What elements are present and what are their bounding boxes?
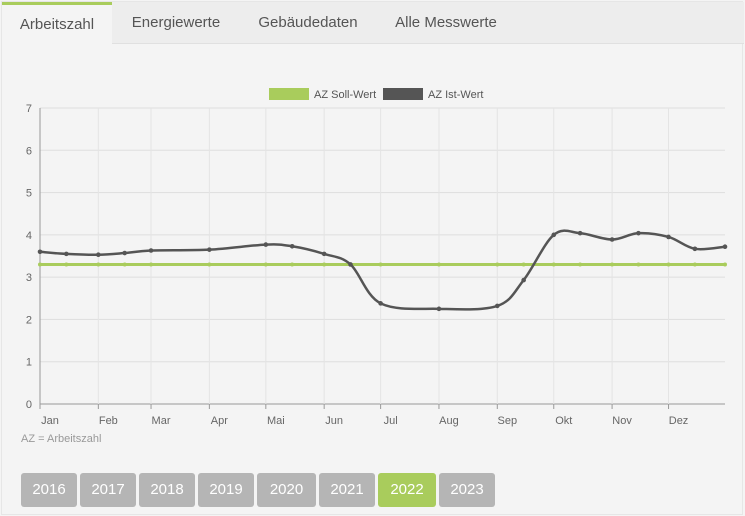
data-point-soll [551,262,556,267]
data-point-soll [263,262,268,267]
year-button-2016[interactable]: 2016 [21,473,77,507]
legend-label-ist: AZ Ist-Wert [428,89,483,101]
data-point-ist [321,251,327,257]
data-point-soll [290,262,295,267]
year-button-2020[interactable]: 2020 [257,473,316,507]
year-button-2021[interactable]: 2021 [319,473,375,507]
data-point-soll [207,262,212,267]
x-tick-label: Mai [267,415,285,427]
data-point-soll [378,262,383,267]
tab-arbeitszahl[interactable]: Arbeitszahl [2,2,112,44]
data-point-soll [436,262,441,267]
data-point-ist [378,301,383,306]
year-button-2017[interactable]: 2017 [80,473,136,507]
tab-energiewerte[interactable]: Energiewerte [131,14,221,31]
data-point-ist [692,246,698,252]
y-tick-label: 3 [26,272,32,284]
data-point-soll [64,262,69,267]
x-tick-label: Nov [612,415,632,427]
data-point-soll [495,262,500,267]
year-button-2019[interactable]: 2019 [198,473,254,507]
data-point-ist [609,237,615,242]
data-point-ist [636,230,641,236]
x-tick-label: Feb [99,415,118,427]
x-tick-label: Jul [384,415,398,427]
data-point-soll [96,262,101,267]
data-point-ist [64,251,69,257]
data-point-soll [723,262,727,267]
legend-swatch-ist [383,88,423,100]
tab-alle-messwerte[interactable]: Alle Messwerte [395,14,497,31]
y-tick-label: 5 [26,188,32,200]
data-point-ist [263,242,269,247]
tab-gebaeudedaten[interactable]: Gebäudedaten [258,14,358,31]
legend-label-soll: AZ Soll-Wert [314,89,376,101]
line-chart: 0 1 2 3 4 5 6 7 Jan Feb Mar Apr Mai Jun Jul Aug Sep Okt No… [26,88,728,427]
data-point-soll [578,262,583,267]
data-point-ist [722,244,728,249]
x-tick-label: Jun [325,415,343,427]
data-point-soll [521,262,526,267]
y-tick-label: 7 [26,103,32,115]
data-point-soll [666,262,671,267]
data-point-soll [122,262,127,267]
footnote: AZ = Arbeitszahl [21,433,102,445]
data-point-soll [636,262,641,267]
tab-bar: Arbeitszahl Energiewerte Gebäudedaten Al… [2,2,744,44]
data-point-soll [322,262,327,267]
data-point-ist [207,247,212,252]
data-point-soll [692,262,697,267]
data-point-ist [348,262,353,267]
legend-swatch-soll [269,88,309,100]
data-point-ist [551,232,557,238]
data-point-ist [436,306,442,312]
data-point-ist [96,252,101,258]
x-tick-label: Sep [498,415,518,427]
data-point-ist [577,230,583,236]
year-button-2018[interactable]: 2018 [139,473,195,507]
data-point-soll [610,262,615,267]
x-tick-label: Okt [555,415,572,427]
y-tick-label: 0 [26,399,32,411]
y-tick-label: 4 [26,230,32,242]
x-tick-label: Apr [211,415,228,427]
data-point-ist [666,234,671,240]
year-button-2023[interactable]: 2023 [439,473,495,507]
data-point-soll [149,262,154,267]
data-point-ist [122,250,127,256]
data-point-ist [521,277,526,283]
y-tick-label: 2 [26,314,32,326]
y-tick-label: 1 [26,357,32,369]
x-tick-label: Aug [439,415,459,427]
year-button-2022[interactable]: 2022 [378,473,436,507]
x-tick-label: Dez [669,415,689,427]
data-point-ist [37,249,43,255]
data-point-ist [289,243,295,249]
data-point-soll [38,262,42,267]
x-tick-label: Jan [41,415,59,427]
data-point-ist [148,248,154,253]
x-tick-label: Mar [152,415,171,427]
data-point-ist [494,303,500,309]
y-tick-label: 6 [26,145,32,157]
series-line-ist [39,229,726,311]
